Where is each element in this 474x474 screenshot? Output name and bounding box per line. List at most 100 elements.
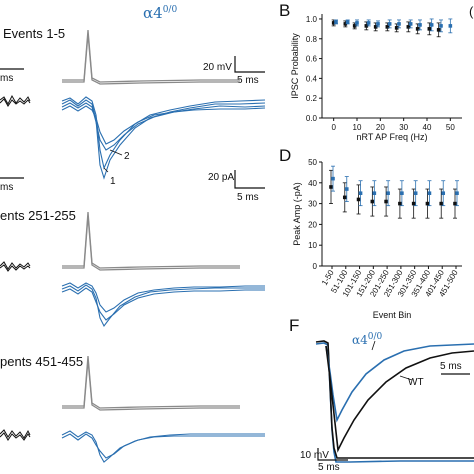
chart-b-y-tick-label: 0.0 (306, 114, 318, 123)
chart-b-point-s1 (418, 23, 422, 27)
chart-b-y-tick-label: 1.0 (306, 15, 318, 24)
chart-d-point-s0 (398, 201, 402, 206)
left-scale-bars (0, 68, 24, 179)
events-251-255-label: ents 251-255 (0, 208, 76, 223)
chart-b-point-s1 (387, 22, 392, 26)
chart-d-point-s1 (427, 191, 432, 195)
chart-b-x-tick-label: 20 (376, 123, 385, 132)
chart-b-x-tick-label: 40 (423, 123, 432, 132)
trace-label-2: 2 (124, 151, 130, 162)
panel-d-letter: D (279, 146, 292, 165)
chart-d-point-s1 (455, 191, 459, 195)
blue-ipsc-traces (61, 96, 266, 463)
cut-panel-letter: ( (469, 4, 474, 19)
chart-b-point-s0 (394, 26, 399, 30)
panel-f-traces (315, 340, 474, 463)
panel-f-alpha-symbol: α4 (352, 333, 368, 347)
chart-b-point-s0 (436, 28, 441, 32)
chart-d-point-s1 (441, 191, 446, 195)
events-1-5-label: Events 1-5 (3, 26, 66, 41)
chart-d-point-s0 (453, 201, 457, 206)
trace-pointers (103, 149, 123, 173)
scalebar-20pa-label: 20 pA (208, 172, 235, 183)
chart-d: 010203040501-5051-100101-150151-200201-2… (292, 158, 462, 320)
chart-d-x-axis-title: Event Bin (373, 310, 412, 320)
alpha-superscript: 0/0 (162, 5, 178, 15)
chart-b-point-s0 (427, 27, 432, 31)
panel-f-letter: F (289, 316, 300, 335)
chart-b-y-tick-label: 0.4 (306, 74, 318, 83)
chart-b-x-axis-title: nRT AP Freq (Hz) (356, 132, 427, 142)
panel-f-alpha-superscript: 0/0 (367, 332, 383, 342)
chart-d-point-s0 (356, 197, 361, 202)
middle-scale-bars (234, 56, 265, 189)
chart-b-point-s1 (334, 20, 338, 24)
chart-b-point-s1 (439, 24, 443, 28)
chart-d-y-tick-label: 0 (313, 262, 318, 271)
panel-f-alpha4-label: α40/0 (352, 332, 382, 347)
events-451-455-label: pents 451-455 (0, 354, 84, 369)
chart-b-x-tick-label: 50 (446, 123, 455, 132)
chart-b-x-tick-label: 30 (399, 123, 408, 132)
chart-d-point-s1 (400, 191, 404, 195)
chart-b-y-axis-title: IPSC Probability (290, 33, 300, 99)
chart-b-point-s1 (366, 21, 371, 25)
chart-d-y-tick-label: 20 (308, 220, 317, 229)
chart-b-x-tick-label: 0 (331, 123, 336, 132)
chart-d-point-s0 (439, 201, 444, 206)
scalebar-5ms-top-label: 5 ms (237, 75, 259, 86)
panel-f-10mv-label: 10 mV (300, 450, 329, 461)
chart-b-point-s0 (385, 25, 390, 29)
chart-d-point-s1 (413, 191, 418, 195)
chart-d-point-s0 (329, 185, 333, 189)
left-black-traces (0, 94, 31, 441)
panel-b-letter: B (279, 1, 291, 20)
chart-b-point-s0 (364, 24, 369, 28)
chart-d-y-axis-title: Peak Amp (-pA) (292, 182, 302, 246)
chart-d-y-tick-label: 10 (308, 241, 317, 250)
chart-b-x-tick-label: 10 (353, 123, 362, 132)
chart-b-point-s0 (406, 25, 411, 29)
chart-b-y-tick-label: 0.2 (306, 94, 318, 103)
chart-b-point-s1 (345, 20, 350, 24)
chart-d-point-s0 (384, 199, 388, 204)
chart-d-point-s1 (358, 191, 363, 195)
scalebar-ms-left-mid-label: ms (0, 182, 14, 193)
chart-d-point-s0 (370, 199, 375, 204)
alpha4-genotype-label: α40/0 (143, 4, 177, 22)
chart-b-point-s1 (397, 22, 401, 26)
scalebar-5ms-mid-label: 5 ms (237, 192, 259, 203)
chart-b-point-s1 (376, 22, 380, 26)
trace-label-1: 1 (110, 176, 116, 187)
chart-d-point-s1 (386, 191, 390, 195)
chart-d-point-s1 (331, 176, 335, 181)
chart-b-point-s1 (408, 22, 413, 26)
chart-b-point-s1 (429, 23, 434, 27)
scalebar-20mv-label: 20 mV (203, 62, 232, 73)
chart-b-point-s1 (355, 21, 359, 25)
chart-b-point-s0 (352, 24, 357, 28)
panel-f-pointers (371, 340, 413, 381)
chart-d-point-s0 (425, 201, 430, 206)
chart-d-y-tick-label: 30 (308, 200, 317, 209)
chart-d-point-s0 (411, 201, 416, 206)
alpha-symbol: α4 (143, 4, 163, 22)
scalebar-ms-left-label: ms (0, 73, 14, 84)
panel-f-5ms-bottom-label: 5 ms (318, 462, 340, 473)
chart-b-point-s0 (373, 25, 378, 29)
chart-b: 0.0 0.2 0.4 0.6 0.8 1.0 0 10 20 30 40 50 nRT AP Freq… (290, 14, 462, 142)
panel-f-wt-label: WT (408, 377, 424, 388)
chart-d-point-s1 (344, 187, 349, 191)
panel-f-5ms-label: 5 ms (440, 361, 462, 372)
chart-b-point-s0 (415, 27, 420, 31)
chart-b-point-s0 (331, 21, 336, 25)
gray-ap-traces (62, 29, 240, 411)
chart-b-point-s1 (448, 24, 453, 28)
chart-b-y-tick-label: 0.8 (306, 35, 318, 44)
chart-d-point-s0 (342, 195, 347, 200)
chart-d-y-tick-label: 50 (308, 158, 317, 167)
chart-b-point-s0 (343, 22, 348, 26)
chart-d-y-tick-label: 40 (308, 179, 317, 188)
chart-b-y-tick-label: 0.6 (306, 55, 318, 64)
